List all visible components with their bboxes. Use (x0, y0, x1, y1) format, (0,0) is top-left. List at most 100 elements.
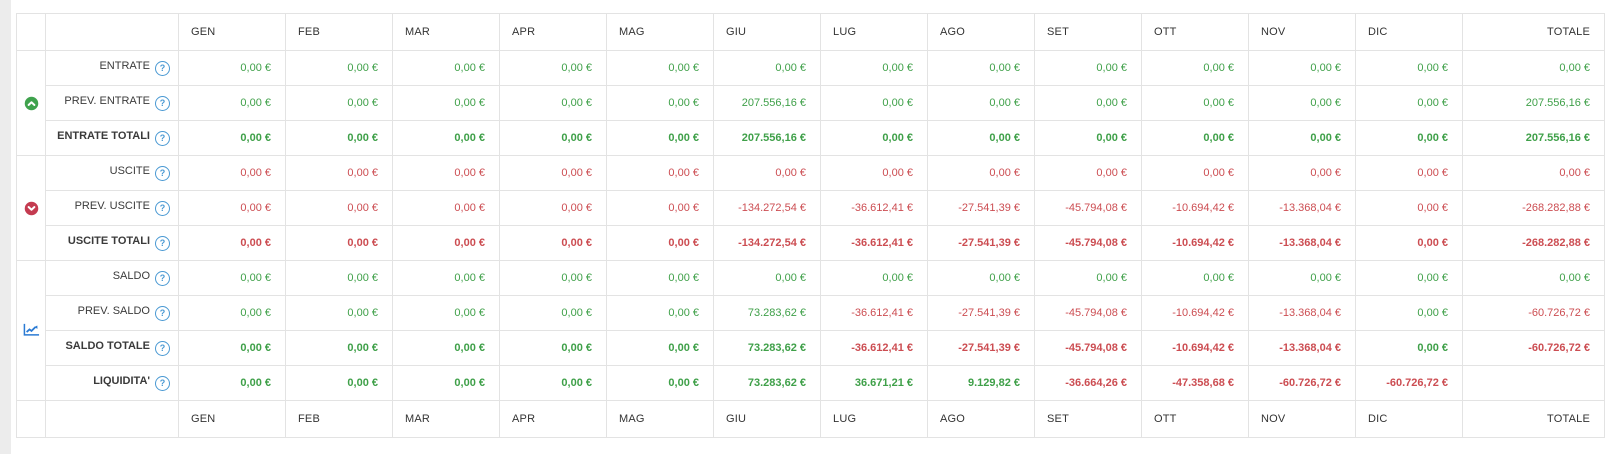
value-cell-uscite-mag: 0,00 € (606, 155, 714, 191)
value-cell-liquidita-totale (1462, 365, 1605, 401)
value-cell-saldo-totale-totale: -60.726,72 € (1462, 330, 1605, 366)
value-cell-prev-uscite-totale: -268.282,88 € (1462, 190, 1605, 226)
value-cell-uscite-set: 0,00 € (1034, 155, 1142, 191)
months-header: GEN FEB MAR APR MAG GIU LUG AGO SET OTT NOV DIC TOTA… (16, 13, 1605, 51)
month-header-ott: OTT (1141, 400, 1249, 438)
help-icon[interactable]: ? (155, 235, 170, 251)
value-cell-saldo-mar: 0,00 € (392, 260, 500, 296)
value-cell-uscite-ago: 0,00 € (927, 155, 1035, 191)
month-header-giu: GIU (713, 400, 821, 438)
value-cell-prev-entrate-apr: 0,00 € (499, 85, 607, 121)
value-cell-saldo-apr: 0,00 € (499, 260, 607, 296)
help-icon[interactable]: ? (155, 165, 170, 181)
value-cell-liquidita-feb: 0,00 € (285, 365, 393, 401)
value-cell-saldo-totale-dic: 0,00 € (1355, 330, 1463, 366)
value-cell-entrate-totali-mag: 0,00 € (606, 120, 714, 156)
value-cell-entrate-set: 0,00 € (1034, 50, 1142, 86)
value-cell-liquidita-lug: 36.671,21 € (820, 365, 928, 401)
value-cell-uscite-totali-mar: 0,00 € (392, 225, 500, 261)
value-cell-saldo-totale-set: -45.794,08 € (1034, 330, 1142, 366)
help-icon[interactable]: ? (155, 340, 170, 356)
value-cell-saldo-totale-mag: 0,00 € (606, 330, 714, 366)
value-cell-entrate-ago: 0,00 € (927, 50, 1035, 86)
value-cell-uscite-totali-dic: 0,00 € (1355, 225, 1463, 261)
value-cell-entrate-dic: 0,00 € (1355, 50, 1463, 86)
value-cell-saldo-totale-apr: 0,00 € (499, 330, 607, 366)
value-cell-uscite-gen: 0,00 € (178, 155, 286, 191)
value-cell-entrate-gen: 0,00 € (178, 50, 286, 86)
help-icon[interactable]: ? (155, 130, 170, 146)
row-label-text: ENTRATE (99, 60, 150, 73)
value-cell-prev-saldo-apr: 0,00 € (499, 295, 607, 331)
months-header-row: GEN FEB MAR APR MAG GIU LUG AGO SET OTT NOV DIC TOTA… (16, 13, 1605, 51)
help-icon[interactable]: ? (155, 200, 170, 216)
value-cell-uscite-dic: 0,00 € (1355, 155, 1463, 191)
table-row-prev-saldo: PREV. SALDO? 0,00 €0,00 €0,00 €0,00 €0,00… (17, 295, 1605, 331)
value-cell-saldo-ott: 0,00 € (1141, 260, 1249, 296)
month-header-mar: MAR (392, 13, 500, 51)
month-header-dic: DIC (1355, 13, 1463, 51)
value-cell-prev-uscite-lug: -36.612,41 € (820, 190, 928, 226)
page-left-gutter (0, 0, 11, 454)
value-cell-liquidita-dic: -60.726,72 € (1355, 365, 1463, 401)
value-cell-entrate-giu: 0,00 € (713, 50, 821, 86)
value-cell-prev-saldo-feb: 0,00 € (285, 295, 393, 331)
value-cell-uscite-mar: 0,00 € (392, 155, 500, 191)
month-header-feb: FEB (285, 400, 393, 438)
month-header-nov: NOV (1248, 13, 1356, 51)
value-cell-uscite-totali-feb: 0,00 € (285, 225, 393, 261)
value-cell-saldo-totale-ago: -27.541,39 € (927, 330, 1035, 366)
table-container: GEN FEB MAR APR MAG GIU LUG AGO SET OTT NOV DIC TOTA… (16, 13, 1605, 438)
value-cell-liquidita-apr: 0,00 € (499, 365, 607, 401)
month-header-mag: MAG (606, 400, 714, 438)
value-cell-uscite-totali-totale: -268.282,88 € (1462, 225, 1605, 261)
row-label-cell-uscite: USCITE? (45, 155, 179, 191)
value-cell-uscite-totali-giu: -134.272,54 € (713, 225, 821, 261)
value-cell-liquidita-mag: 0,00 € (606, 365, 714, 401)
value-cell-entrate-totali-nov: 0,00 € (1248, 120, 1356, 156)
value-cell-liquidita-ott: -47.358,68 € (1141, 365, 1249, 401)
value-cell-entrate-totali-dic: 0,00 € (1355, 120, 1463, 156)
help-icon[interactable]: ? (155, 60, 170, 76)
value-cell-uscite-giu: 0,00 € (713, 155, 821, 191)
trend-line-icon[interactable] (16, 260, 46, 401)
value-cell-entrate-totali-totale: 207.556,16 € (1462, 120, 1605, 156)
value-cell-uscite-totali-set: -45.794,08 € (1034, 225, 1142, 261)
financial-overview-table: GEN FEB MAR APR MAG GIU LUG AGO SET OTT NOV DIC TOTA… (16, 13, 1605, 438)
months-footer: GEN FEB MAR APR MAG GIU LUG AGO SET OTT NOV DIC TOTA… (16, 400, 1605, 438)
month-header-apr: APR (499, 13, 607, 51)
value-cell-uscite-totali-apr: 0,00 € (499, 225, 607, 261)
value-cell-prev-entrate-giu: 207.556,16 € (713, 85, 821, 121)
value-cell-prev-uscite-gen: 0,00 € (178, 190, 286, 226)
value-cell-entrate-ott: 0,00 € (1141, 50, 1249, 86)
value-cell-prev-entrate-ott: 0,00 € (1141, 85, 1249, 121)
value-cell-prev-saldo-totale: -60.726,72 € (1462, 295, 1605, 331)
value-cell-prev-saldo-nov: -13.368,04 € (1248, 295, 1356, 331)
table-row-uscite-totali: USCITE TOTALI? 0,00 €0,00 €0,00 €0,00 €0,… (17, 225, 1605, 261)
value-cell-saldo-totale-ott: -10.694,42 € (1141, 330, 1249, 366)
corner-cell (16, 13, 46, 51)
value-cell-prev-entrate-mar: 0,00 € (392, 85, 500, 121)
row-label-text: PREV. USCITE (74, 200, 150, 213)
help-icon[interactable]: ? (155, 95, 170, 111)
help-icon[interactable]: ? (155, 270, 170, 286)
table-row-uscite: USCITE? 0,00 €0,00 €0,00 €0,00 €0,00 €0,0… (16, 155, 1605, 261)
value-cell-prev-entrate-nov: 0,00 € (1248, 85, 1356, 121)
value-cell-prev-entrate-gen: 0,00 € (178, 85, 286, 121)
value-cell-saldo-totale-mar: 0,00 € (392, 330, 500, 366)
value-cell-entrate-totale: 0,00 € (1462, 50, 1605, 86)
value-cell-saldo-lug: 0,00 € (820, 260, 928, 296)
value-cell-prev-entrate-mag: 0,00 € (606, 85, 714, 121)
month-header-set: SET (1034, 13, 1142, 51)
row-label-cell-entrate: ENTRATE? (45, 50, 179, 86)
value-cell-liquidita-giu: 73.283,62 € (713, 365, 821, 401)
help-icon[interactable]: ? (155, 375, 170, 391)
value-cell-saldo-gen: 0,00 € (178, 260, 286, 296)
value-cell-entrate-mar: 0,00 € (392, 50, 500, 86)
value-cell-prev-saldo-ago: -27.541,39 € (927, 295, 1035, 331)
value-cell-liquidita-ago: 9.129,82 € (927, 365, 1035, 401)
help-icon[interactable]: ? (155, 305, 170, 321)
table-row-saldo: SALDO? 0,00 €0,00 €0,00 €0,00 €0,00 €0,00… (16, 260, 1605, 401)
row-label-cell-prev-saldo: PREV. SALDO? (45, 295, 179, 331)
value-cell-saldo-nov: 0,00 € (1248, 260, 1356, 296)
